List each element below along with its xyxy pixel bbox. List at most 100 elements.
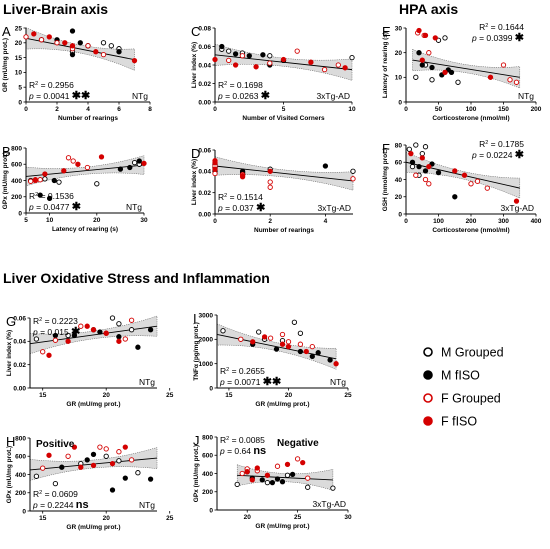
- data-point-f: [408, 150, 414, 157]
- data-point-g: [71, 332, 78, 339]
- data-point-c: [226, 48, 232, 54]
- y-tick-label-g: 0.00: [13, 385, 26, 392]
- y-tick-label-d: 0.02: [198, 190, 211, 197]
- data-point-j: [259, 477, 265, 483]
- data-point-j: [289, 471, 296, 478]
- data-point-h: [40, 465, 46, 471]
- data-point-h: [109, 460, 116, 467]
- data-point-h: [135, 470, 141, 476]
- data-point-j: [279, 479, 286, 485]
- data-point-d: [267, 184, 273, 190]
- data-point-a: [69, 28, 76, 34]
- data-point-i: [285, 339, 292, 345]
- data-point-b: [51, 177, 57, 184]
- y-tick-label-h: 200: [15, 490, 26, 497]
- x-axis-title-b: Latency of rearing (s): [52, 226, 118, 233]
- data-point-i: [279, 341, 286, 347]
- y-tick-label-i: 0: [209, 385, 213, 392]
- x-tick-label-d: 2: [268, 218, 272, 225]
- y-tick-label-h: 800: [15, 435, 26, 442]
- panel-letter-d: D: [191, 146, 200, 161]
- data-point-b: [70, 158, 76, 164]
- data-point-d: [212, 160, 218, 166]
- data-point-d: [212, 170, 218, 177]
- y-tick-label-i: 2000: [199, 337, 214, 344]
- p-value-label-d: p = 0.037 ✱: [217, 202, 265, 214]
- data-point-e: [442, 35, 448, 41]
- p-value-label-e: p = 0.0399 ✱: [471, 32, 524, 44]
- legend-marker: [423, 393, 433, 403]
- x-axis-title-h: GR (mU/mg prot.): [66, 524, 120, 531]
- data-point-a: [23, 34, 29, 40]
- data-point-f: [413, 142, 419, 148]
- data-point-h: [116, 449, 122, 455]
- data-point-g: [40, 349, 46, 355]
- y-tick-label-g: 0.04: [13, 339, 26, 346]
- data-point-e: [455, 79, 461, 85]
- data-point-f: [484, 185, 490, 191]
- y-tick-label-f: 40: [395, 177, 403, 184]
- panel-g: G 0.00 0.02 0.04 0.06 15 20 25 GR (mU/mg prot.) L…: [6, 314, 174, 408]
- data-point-d: [267, 179, 273, 185]
- data-point-e: [507, 77, 513, 83]
- data-point-e: [513, 79, 520, 85]
- x-axis-title-f: Corticosterone (nmol/ml): [432, 227, 509, 234]
- data-point-f: [413, 172, 419, 178]
- data-point-g: [84, 323, 90, 329]
- data-point-g: [52, 337, 59, 343]
- p-value-label-g: p = 0.015 ✱: [32, 326, 80, 338]
- data-point-b: [46, 195, 53, 202]
- data-point-b: [61, 168, 67, 174]
- data-point-f: [452, 168, 458, 174]
- data-point-h: [122, 475, 128, 481]
- r-squared-label-c: R2 = 0.1698: [218, 80, 263, 90]
- y-tick-label-j: 600: [202, 453, 213, 460]
- data-point-h: [33, 473, 40, 479]
- data-point-i: [279, 331, 286, 338]
- data-point-b: [136, 158, 142, 164]
- y-tick-label-a: 25: [15, 25, 23, 32]
- data-point-a: [93, 49, 99, 55]
- data-point-g: [116, 321, 122, 327]
- data-point-b: [42, 176, 48, 182]
- data-point-a: [69, 43, 76, 49]
- data-point-i: [297, 348, 304, 355]
- data-point-a: [77, 40, 83, 46]
- data-point-h: [103, 446, 109, 452]
- y-axis-title-a: GR (mU/mg prot.): [2, 38, 9, 92]
- p-value-label-j: p = 0.64 ns: [219, 445, 266, 457]
- data-point-g: [147, 327, 154, 333]
- data-point-c: [335, 62, 341, 68]
- data-point-f: [426, 163, 432, 170]
- y-tick-label-h: 400: [15, 472, 26, 479]
- data-point-f: [435, 169, 442, 176]
- p-value-label-h: p = 0.2244 ns: [32, 499, 89, 511]
- x-tick-label-e: 0: [404, 106, 408, 113]
- data-point-a: [54, 40, 60, 46]
- x-axis-title-e: Corticosterone (nmol/ml): [432, 115, 509, 122]
- data-point-j: [274, 463, 281, 469]
- data-point-i: [285, 343, 292, 350]
- data-point-g: [116, 338, 122, 344]
- data-point-c: [232, 51, 239, 57]
- data-point-j: [284, 461, 291, 468]
- data-point-h: [46, 452, 52, 458]
- data-point-j: [239, 470, 245, 477]
- legend: M Grouped M fISO F Grouped F fISO: [423, 346, 504, 429]
- section-title-hpa: HPA axis: [399, 1, 458, 17]
- data-point-b: [42, 171, 48, 177]
- data-point-a: [69, 51, 76, 58]
- legend-label: M fISO: [441, 369, 480, 383]
- y-axis-title-b: GPx (mU/mg prot.): [2, 152, 9, 209]
- x-tick-label-f: 300: [498, 218, 509, 225]
- data-point-e: [429, 64, 435, 71]
- y-tick-label-d: 0.00: [198, 211, 211, 218]
- data-point-e: [413, 74, 419, 80]
- data-point-a: [108, 43, 114, 49]
- data-point-c: [349, 54, 355, 61]
- data-point-i: [315, 350, 321, 356]
- data-point-b: [37, 177, 43, 183]
- data-point-f: [409, 163, 416, 170]
